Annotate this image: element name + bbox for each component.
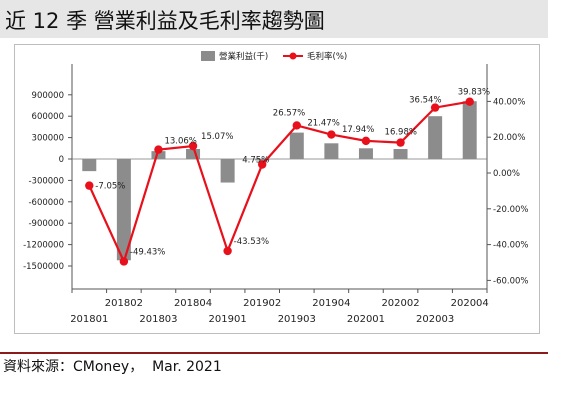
point-gross-margin (85, 181, 94, 190)
data-label-gross-margin: -7.05% (95, 182, 125, 192)
y-left-tick-label: -600000 (28, 198, 64, 208)
data-label-gross-margin: 17.94% (342, 125, 374, 135)
data-label-gross-margin: -49.43% (130, 247, 165, 257)
data-label-gross-margin: 26.57% (273, 108, 305, 118)
legend-line-label: 毛利率(%) (307, 51, 347, 62)
legend-bar-swatch (201, 51, 215, 61)
y-left-tick-label: 0 (59, 155, 64, 165)
x-tick-label: 202003 (416, 314, 454, 325)
x-tick-label: 202002 (381, 298, 419, 309)
y-left-tick-label: 900000 (32, 91, 64, 101)
source-note: 資料來源：CMoney， Mar. 2021 (3, 359, 222, 375)
y-left-tick-label: -1500000 (23, 262, 64, 272)
x-tick-label: 201802 (105, 298, 143, 309)
bar-operating-profit (116, 159, 131, 261)
data-label-gross-margin: 13.06% (164, 137, 196, 147)
point-gross-margin (223, 246, 232, 256)
data-label-gross-margin: 36.54% (409, 96, 441, 106)
y-right-tick-label: 0.00% (493, 169, 520, 179)
y-left-tick-label: -900000 (28, 219, 64, 229)
y-left-tick-label: -1200000 (23, 241, 64, 251)
data-label-gross-margin: 39.83% (458, 88, 490, 98)
x-tick-label: 201804 (174, 298, 212, 309)
bar-operating-profit (289, 132, 304, 159)
data-label-gross-margin: 21.47% (307, 119, 339, 129)
bar-operating-profit (186, 149, 201, 159)
y-right-tick-label: 40.00% (493, 97, 525, 107)
point-gross-margin (465, 97, 474, 106)
y-right-tick-label: -60.00% (493, 276, 528, 286)
point-gross-margin (154, 145, 163, 154)
x-tick-label: 201801 (70, 314, 108, 325)
line-gross-margin (88, 100, 470, 265)
y-right-tick-label: 20.00% (493, 133, 525, 143)
legend-line-marker (289, 52, 297, 60)
point-gross-margin (361, 136, 371, 146)
point-gross-margin (119, 257, 129, 266)
footer-divider (0, 352, 548, 354)
title-bar: 近 12 季 營業利益及毛利率趨勢圖 (0, 0, 548, 38)
y-right-tick-label: -40.00% (493, 241, 528, 251)
chart-frame: 900000 600000 300000 0 -300000 -600000 -900000… (14, 44, 540, 334)
bar-operating-profit (428, 116, 443, 159)
x-tick-label: 202001 (347, 314, 385, 325)
point-gross-margin (327, 130, 336, 139)
x-tick-label: 201902 (243, 298, 281, 309)
y-left-tick-label: 600000 (32, 112, 64, 122)
bar-operating-profit (255, 159, 270, 161)
x-tick-label: 201903 (278, 314, 316, 325)
point-gross-margin (292, 121, 301, 130)
bar-operating-profit (324, 143, 339, 159)
bar-operating-profit (220, 159, 235, 183)
point-gross-margin (430, 103, 440, 112)
y-left-tick-label: -300000 (28, 176, 64, 186)
x-tick-label: 201904 (312, 298, 350, 309)
bar-operating-profit (151, 151, 166, 159)
x-tick-label: 202004 (451, 298, 489, 309)
page-title: 近 12 季 營業利益及毛利率趨勢圖 (5, 9, 325, 33)
combo-chart: 900000 600000 300000 0 -300000 -600000 -900000… (23, 51, 528, 325)
data-label-gross-margin: 4.75% (242, 155, 269, 165)
x-tick-label: 201901 (209, 314, 247, 325)
bar-operating-profit (462, 101, 477, 159)
bar-operating-profit (393, 149, 408, 159)
data-label-gross-margin: -43.53% (234, 237, 269, 247)
point-gross-margin (188, 141, 198, 151)
x-tick-label: 201803 (139, 314, 177, 325)
bar-operating-profit (358, 148, 373, 159)
point-gross-margin (396, 138, 405, 147)
bar-operating-profit (82, 159, 97, 172)
data-label-gross-margin: 15.07% (201, 132, 233, 142)
legend-bar-label: 營業利益(千) (219, 51, 268, 62)
point-gross-margin (258, 160, 267, 169)
y-right-tick-label: -20.00% (493, 205, 528, 215)
data-label-gross-margin: 16.98% (385, 128, 417, 138)
y-left-tick-label: 300000 (32, 134, 64, 144)
